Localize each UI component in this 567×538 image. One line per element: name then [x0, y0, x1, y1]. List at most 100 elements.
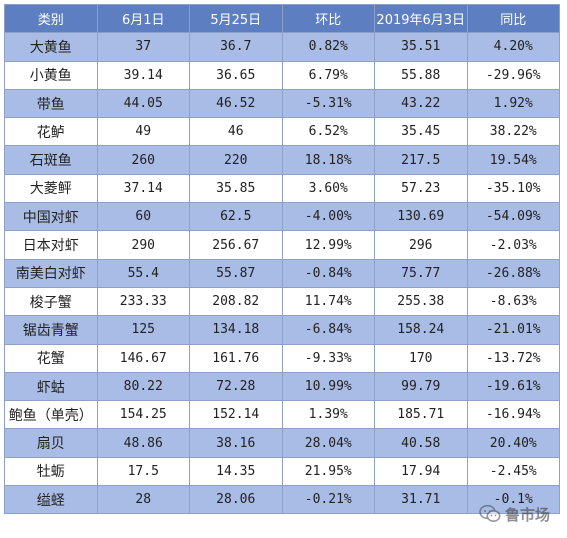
table-row: 花蟹 146.67 161.76 -9.33% 170 -13.72%: [4, 343, 560, 373]
cell-category: 鲍鱼（单壳）: [4, 400, 98, 430]
cell-2019-jun3: 40.58: [374, 428, 468, 458]
cell-category: 石斑鱼: [4, 145, 98, 175]
cell-may25: 36.7: [189, 32, 283, 62]
cell-category: 梭子蟹: [4, 286, 98, 317]
header-jun1: 6月1日: [96, 3, 190, 34]
cell-yoy: -0.1%: [466, 485, 560, 515]
cell-2019-jun3: 57.23: [374, 173, 468, 204]
cell-mom: -9.33%: [281, 343, 375, 373]
cell-category: 带鱼: [4, 88, 98, 119]
cell-jun1: 233.33: [96, 286, 190, 317]
cell-yoy: 19.54%: [466, 145, 560, 175]
cell-category: 虾蛄: [4, 371, 98, 402]
cell-jun1: 125: [96, 315, 190, 345]
cell-may25: 220: [189, 145, 283, 175]
cell-jun1: 60: [96, 202, 190, 232]
cell-yoy: 4.20%: [466, 32, 560, 62]
table-row: 中国对虾 60 62.5 -4.00% 130.69 -54.09%: [4, 202, 560, 232]
cell-may25: 152.14: [189, 400, 283, 430]
cell-category: 牡蛎: [4, 456, 98, 487]
table-row: 牡蛎 17.5 14.35 21.95% 17.94 -2.45%: [4, 456, 560, 487]
cell-mom: 10.99%: [281, 371, 375, 402]
table-row: 南美白对虾 55.4 55.87 -0.84% 75.77 -26.88%: [4, 258, 560, 288]
table-row: 缢蛏 28 28.06 -0.21% 31.71 -0.1%: [4, 485, 560, 515]
cell-2019-jun3: 185.71: [374, 400, 468, 430]
cell-category: 南美白对虾: [4, 258, 98, 288]
cell-may25: 36.65: [189, 60, 283, 90]
cell-may25: 35.85: [189, 173, 283, 204]
cell-jun1: 48.86: [96, 428, 190, 458]
cell-yoy: -2.45%: [466, 456, 560, 487]
cell-mom: 0.82%: [281, 32, 375, 62]
table-row: 小黄鱼 39.14 36.65 6.79% 55.88 -29.96%: [4, 60, 560, 90]
cell-yoy: 20.40%: [466, 428, 560, 458]
cell-mom: 3.60%: [281, 173, 375, 204]
cell-may25: 14.35: [189, 456, 283, 487]
price-table: 类别 6月1日 5月25日 环比 2019年6月3日 同比 大黄鱼 37 36.7 0…: [4, 3, 560, 515]
cell-mom: 18.18%: [281, 145, 375, 175]
table-row: 日本对虾 290 256.67 12.99% 296 -2.03%: [4, 230, 560, 260]
cell-yoy: -21.01%: [466, 315, 560, 345]
cell-yoy: -16.94%: [466, 400, 560, 430]
table-body: 大黄鱼 37 36.7 0.82% 35.51 4.20% 小黄鱼 39.14 36.65 6.7…: [4, 32, 560, 515]
cell-jun1: 154.25: [96, 400, 190, 430]
cell-mom: 28.04%: [281, 428, 375, 458]
cell-category: 大菱鲆: [4, 173, 98, 204]
cell-yoy: -29.96%: [466, 60, 560, 90]
header-yoy: 同比: [466, 3, 560, 34]
cell-jun1: 39.14: [96, 60, 190, 90]
header-may25: 5月25日: [189, 3, 283, 34]
cell-may25: 28.06: [189, 485, 283, 515]
cell-may25: 38.16: [189, 428, 283, 458]
header-2019-jun3: 2019年6月3日: [374, 3, 468, 34]
cell-mom: -4.00%: [281, 202, 375, 232]
cell-mom: -5.31%: [281, 88, 375, 119]
cell-2019-jun3: 75.77: [374, 258, 468, 288]
cell-jun1: 37.14: [96, 173, 190, 204]
table-row: 石斑鱼 260 220 18.18% 217.5 19.54%: [4, 145, 560, 175]
cell-mom: 1.39%: [281, 400, 375, 430]
cell-jun1: 49: [96, 117, 190, 147]
cell-2019-jun3: 217.5: [374, 145, 468, 175]
cell-mom: 11.74%: [281, 286, 375, 317]
cell-mom: -0.84%: [281, 258, 375, 288]
cell-jun1: 260: [96, 145, 190, 175]
table-row: 花鲈 49 46 6.52% 35.45 38.22%: [4, 117, 560, 147]
cell-may25: 208.82: [189, 286, 283, 317]
cell-category: 缢蛏: [4, 485, 98, 515]
cell-yoy: -26.88%: [466, 258, 560, 288]
cell-may25: 62.5: [189, 202, 283, 232]
table-row: 扇贝 48.86 38.16 28.04% 40.58 20.40%: [4, 428, 560, 458]
cell-category: 中国对虾: [4, 202, 98, 232]
cell-category: 花蟹: [4, 343, 98, 373]
cell-category: 日本对虾: [4, 230, 98, 260]
cell-2019-jun3: 55.88: [374, 60, 468, 90]
cell-jun1: 146.67: [96, 343, 190, 373]
cell-may25: 46: [189, 117, 283, 147]
cell-jun1: 80.22: [96, 371, 190, 402]
cell-category: 花鲈: [4, 117, 98, 147]
cell-jun1: 28: [96, 485, 190, 515]
table-row: 虾蛄 80.22 72.28 10.99% 99.79 -19.61%: [4, 371, 560, 402]
cell-2019-jun3: 99.79: [374, 371, 468, 402]
cell-mom: 21.95%: [281, 456, 375, 487]
cell-yoy: 1.92%: [466, 88, 560, 119]
cell-yoy: -2.03%: [466, 230, 560, 260]
cell-mom: 12.99%: [281, 230, 375, 260]
cell-2019-jun3: 255.38: [374, 286, 468, 317]
cell-2019-jun3: 170: [374, 343, 468, 373]
cell-2019-jun3: 158.24: [374, 315, 468, 345]
cell-yoy: -54.09%: [466, 202, 560, 232]
table-row: 鲍鱼（单壳） 154.25 152.14 1.39% 185.71 -16.94%: [4, 400, 560, 430]
cell-may25: 55.87: [189, 258, 283, 288]
cell-2019-jun3: 35.51: [374, 32, 468, 62]
cell-2019-jun3: 43.22: [374, 88, 468, 119]
cell-mom: -0.21%: [281, 485, 375, 515]
cell-jun1: 290: [96, 230, 190, 260]
table-row: 锯齿青蟹 125 134.18 -6.84% 158.24 -21.01%: [4, 315, 560, 345]
cell-category: 锯齿青蟹: [4, 315, 98, 345]
cell-2019-jun3: 130.69: [374, 202, 468, 232]
cell-jun1: 55.4: [96, 258, 190, 288]
cell-mom: 6.79%: [281, 60, 375, 90]
table-header-row: 类别 6月1日 5月25日 环比 2019年6月3日 同比: [4, 3, 560, 34]
